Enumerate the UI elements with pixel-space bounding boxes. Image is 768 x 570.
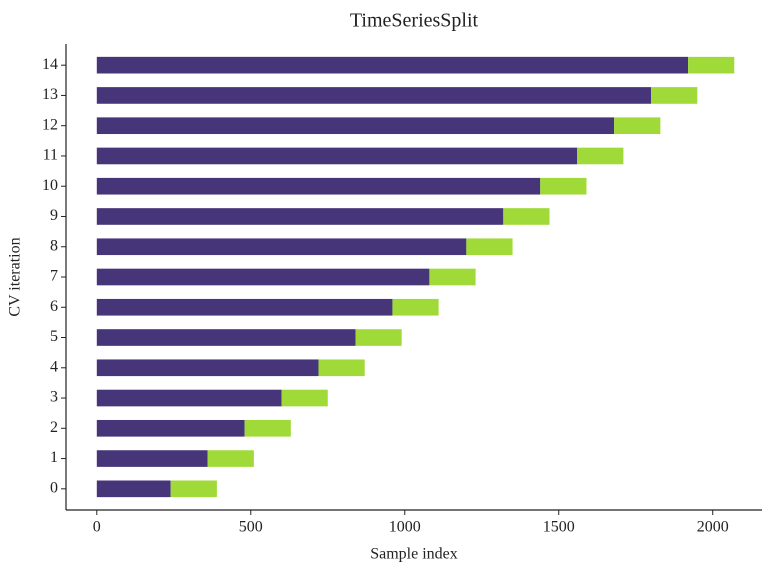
y-tick-label: 5	[50, 328, 58, 345]
bar-segment	[96, 389, 282, 407]
bar-segment	[96, 147, 578, 165]
bar-segment	[96, 480, 171, 498]
y-tick-label: 13	[42, 86, 58, 103]
bar-segment	[614, 117, 661, 135]
bar-segment	[96, 419, 245, 437]
x-tick-label: 1500	[543, 519, 575, 536]
y-tick-label: 8	[50, 237, 58, 254]
y-tick-label: 11	[43, 147, 58, 164]
bar-segment	[96, 177, 541, 195]
bar-segment	[96, 117, 615, 135]
bar-segment	[96, 298, 393, 316]
bar-segment	[540, 177, 587, 195]
chart-title: TimeSeriesSplit	[350, 10, 479, 32]
y-tick-label: 7	[50, 268, 58, 285]
y-axis-label: CV iteration	[7, 237, 24, 316]
bar-segment	[96, 208, 504, 225]
bar-segment	[244, 419, 291, 437]
bar-segment	[96, 268, 430, 286]
bar-segment	[96, 238, 467, 256]
x-tick-label: 500	[239, 519, 263, 536]
bar-segment	[651, 87, 698, 104]
x-axis-label: Sample index	[370, 546, 458, 563]
bar-segment	[429, 268, 476, 286]
y-tick-label: 6	[50, 298, 58, 315]
y-tick-label: 9	[50, 207, 58, 224]
bar-segment	[281, 389, 328, 407]
y-tick-label: 3	[50, 389, 58, 406]
y-tick-label: 2	[50, 419, 58, 436]
y-tick-label: 4	[50, 358, 58, 375]
bar-segment	[96, 87, 652, 104]
bar-segment	[503, 208, 550, 225]
bar-segment	[96, 56, 689, 74]
x-tick-label: 2000	[697, 519, 729, 536]
y-tick-label: 1	[50, 449, 58, 466]
bar-segment	[466, 238, 513, 256]
bar-segment	[96, 359, 319, 377]
bar-segment	[392, 298, 439, 316]
y-tick-label: 14	[42, 56, 58, 73]
bar-segment	[207, 450, 254, 467]
bar-segment	[688, 56, 735, 74]
y-tick-label: 10	[42, 177, 58, 194]
y-tick-label: 12	[42, 116, 58, 133]
bar-segment	[96, 329, 356, 346]
bar-segment	[355, 329, 402, 346]
x-tick-label: 0	[93, 519, 101, 536]
y-tick-label: 0	[50, 479, 58, 496]
bar-segment	[96, 450, 208, 467]
bar-segment	[318, 359, 365, 377]
bar-segment	[170, 480, 217, 498]
x-tick-label: 1000	[389, 519, 421, 536]
bar-segment	[577, 147, 624, 165]
